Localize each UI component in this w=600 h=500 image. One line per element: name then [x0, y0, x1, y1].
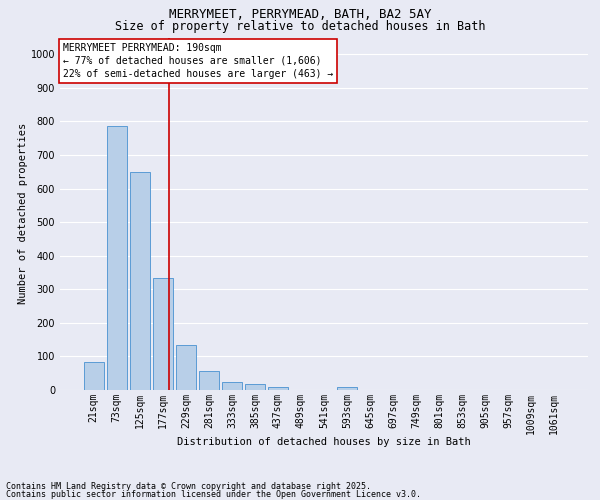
Y-axis label: Number of detached properties: Number of detached properties	[18, 123, 28, 304]
Text: Contains public sector information licensed under the Open Government Licence v3: Contains public sector information licen…	[6, 490, 421, 499]
Bar	[222, 382, 242, 390]
Bar	[245, 384, 265, 390]
Bar	[337, 388, 357, 390]
X-axis label: Distribution of detached houses by size in Bath: Distribution of detached houses by size …	[177, 436, 471, 446]
Bar	[153, 278, 173, 390]
Bar	[199, 370, 218, 390]
Text: Size of property relative to detached houses in Bath: Size of property relative to detached ho…	[115, 20, 485, 33]
Bar	[268, 386, 288, 390]
Bar	[176, 346, 196, 390]
Text: MERRYMEET, PERRYMEAD, BATH, BA2 5AY: MERRYMEET, PERRYMEAD, BATH, BA2 5AY	[169, 8, 431, 20]
Bar	[84, 362, 104, 390]
Bar	[107, 126, 127, 390]
Text: MERRYMEET PERRYMEAD: 190sqm
← 77% of detached houses are smaller (1,606)
22% of : MERRYMEET PERRYMEAD: 190sqm ← 77% of det…	[62, 43, 333, 79]
Text: Contains HM Land Registry data © Crown copyright and database right 2025.: Contains HM Land Registry data © Crown c…	[6, 482, 371, 491]
Bar	[130, 172, 149, 390]
